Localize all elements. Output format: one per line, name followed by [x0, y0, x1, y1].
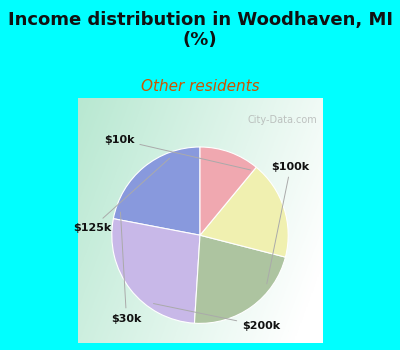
- Text: $100k: $100k: [267, 162, 310, 284]
- Wedge shape: [194, 235, 286, 323]
- Text: Income distribution in Woodhaven, MI
(%): Income distribution in Woodhaven, MI (%): [8, 10, 392, 49]
- Wedge shape: [200, 167, 288, 257]
- Text: $10k: $10k: [104, 135, 251, 170]
- Text: Other residents: Other residents: [141, 79, 259, 94]
- Wedge shape: [200, 147, 256, 235]
- Text: $30k: $30k: [111, 212, 142, 323]
- Text: $200k: $200k: [154, 303, 280, 331]
- Wedge shape: [112, 219, 200, 323]
- Text: $125k: $125k: [73, 158, 170, 233]
- Wedge shape: [113, 147, 200, 235]
- Text: City-Data.com: City-Data.com: [248, 115, 318, 125]
